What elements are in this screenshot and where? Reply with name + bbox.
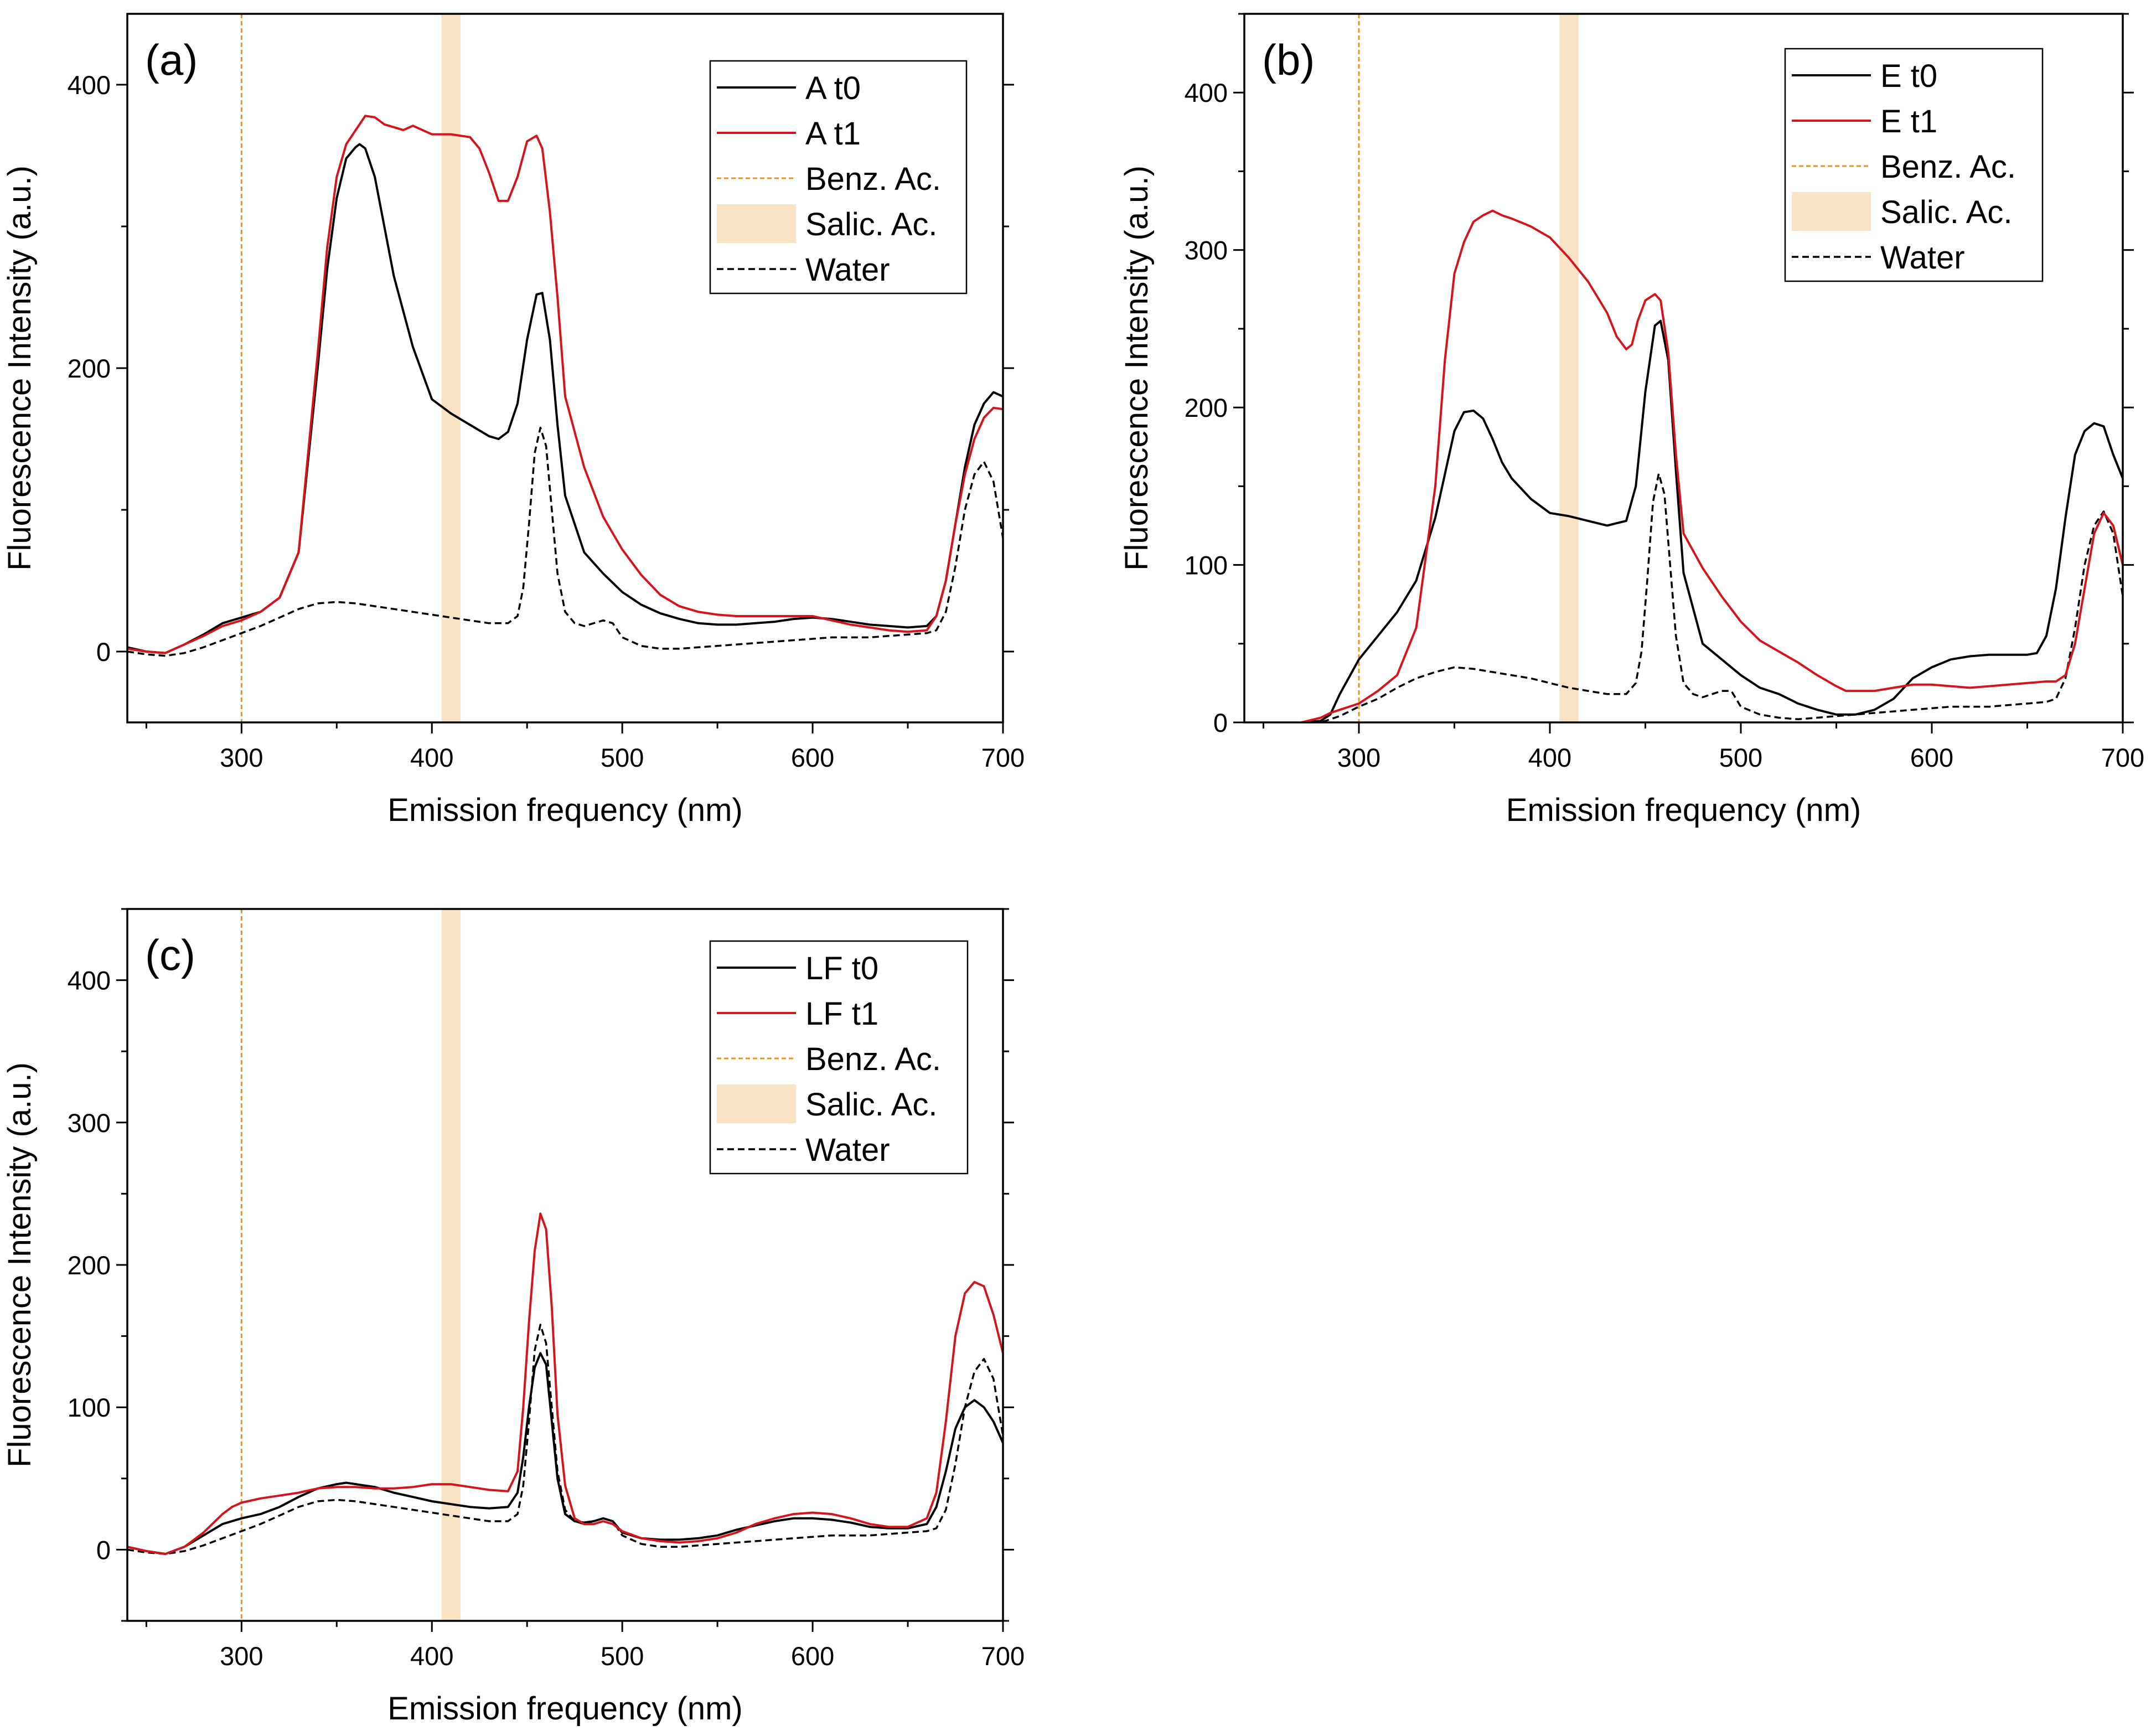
legend-label: Water [805,1132,890,1168]
x-tick-label: 600 [791,1641,834,1671]
legend-label: Benz. Ac. [805,1041,941,1077]
legend-label: Benz. Ac. [805,161,941,197]
legend-box [709,940,969,1175]
legend-label: LF t1 [805,996,878,1032]
legend-label: Benz. Ac. [1880,149,2016,185]
x-tick-label: 300 [220,743,263,772]
panel-label: (a) [145,35,198,84]
legend-label: LF t0 [805,950,878,986]
series-line-a-t0 [127,143,1003,654]
panel-a: 300 400 500 600 700 0 200 400 Emission frequency… [2,13,1025,828]
series-line-e-t0 [1301,319,2123,722]
y-tick-label: 300 [68,1108,111,1138]
y-axis-title: Fluorescence Intensity (a.u.) [2,166,38,571]
y-tick-label: 400 [68,70,111,100]
x-axis-title: Emission frequency (nm) [387,1691,742,1727]
panel-label: (b) [1262,35,1315,84]
panel-c: 300 400 500 600 700 0 100 200 300 400 Emission fre… [2,908,1025,1727]
y-tick-label: 300 [1185,236,1228,265]
panel-b: 300 400 500 600 700 0 100 200 300 400 Emission fre… [1119,13,2144,828]
y-tick-label: 400 [68,966,111,995]
x-tick-label: 700 [2101,743,2144,772]
salic-ac-band [1559,14,1579,722]
legend-label: E t0 [1880,58,1937,94]
x-tick-label: 500 [601,743,644,772]
series-line-e-t1 [1301,209,2123,722]
y-tick-label: 100 [1185,551,1228,580]
series-line-water [1301,472,2123,722]
y-tick-label: 200 [68,1251,111,1280]
legend-label: Salic. Ac. [1880,194,2013,230]
y-tick-label: 200 [1185,393,1228,422]
y-axis-title: Fluorescence Intensity (a.u.) [1119,166,1155,571]
legend-label: Salic. Ac. [805,206,938,242]
series-line-a-t1 [127,115,1003,654]
plot-area [1301,14,2123,722]
x-axis-title: Emission frequency (nm) [1506,792,1861,828]
y-tick-label: 0 [96,1535,111,1564]
panel-label: (c) [145,931,195,979]
x-tick-label: 700 [981,743,1025,772]
x-tick-label: 400 [1528,743,1571,772]
legend-swatch [1792,192,1871,231]
series-line-water [127,426,1003,657]
y-axis-title: Fluorescence Intensity (a.u.) [2,1062,38,1468]
y-tick-label: 100 [68,1393,111,1422]
legend-box [1784,48,2044,282]
legend-label: A t1 [805,116,861,152]
x-tick-label: 400 [410,1641,453,1671]
series-line-water [127,1324,1003,1555]
salic-ac-band [441,14,461,722]
x-tick-label: 300 [220,1641,263,1671]
x-tick-label: 600 [791,743,834,772]
y-tick-label: 200 [68,354,111,383]
x-tick-label: 500 [1719,743,1762,772]
x-tick-label: 600 [1910,743,1953,772]
legend-label: Water [805,252,890,288]
y-tick-label: 400 [1185,78,1228,107]
axes-frame [1243,13,2124,724]
legend-box [709,60,968,294]
plot-area [127,14,1003,722]
legend: LF t0 LF t1 Benz. Ac. Salic. Ac. Water [709,940,969,1175]
x-tick-label: 300 [1337,743,1380,772]
x-tick-label: 700 [981,1641,1025,1671]
x-axis-title: Emission frequency (nm) [387,792,742,828]
plot-area [127,909,1003,1621]
y-tick-label: 0 [96,637,111,666]
legend-label: A t0 [805,70,861,106]
legend-label: Salic. Ac. [805,1087,938,1123]
y-tick-label: 0 [1213,708,1228,737]
legend: E t0 E t1 Benz. Ac. Salic. Ac. Water [1784,48,2044,282]
series-line-lf-t1 [127,1212,1003,1556]
x-tick-label: 500 [601,1641,644,1671]
x-tick-label: 400 [410,743,453,772]
legend: A t0 A t1 Benz. Ac. Salic. Ac. Water [709,60,968,294]
legend-label: E t1 [1880,104,1937,140]
legend-swatch [717,1084,796,1123]
legend-label: Water [1880,240,1965,276]
legend-swatch [717,204,796,243]
